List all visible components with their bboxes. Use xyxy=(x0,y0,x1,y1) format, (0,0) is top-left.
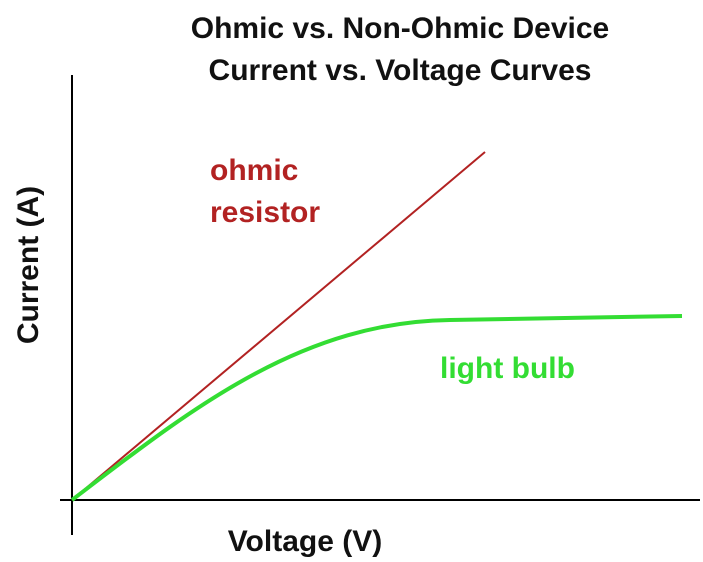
y-axis-label: Current (A) xyxy=(12,186,45,344)
curve-label: ohmic xyxy=(210,154,298,187)
ohmic-line xyxy=(71,151,486,501)
x-axis-label: Voltage (V) xyxy=(228,525,382,558)
curve-label: resistor xyxy=(210,196,320,229)
bulb-curve xyxy=(70,314,683,502)
curve-label: light bulb xyxy=(440,352,575,385)
title-line: Current vs. Voltage Curves xyxy=(209,54,592,87)
title-line: Ohmic vs. Non-Ohmic Device xyxy=(191,12,609,45)
